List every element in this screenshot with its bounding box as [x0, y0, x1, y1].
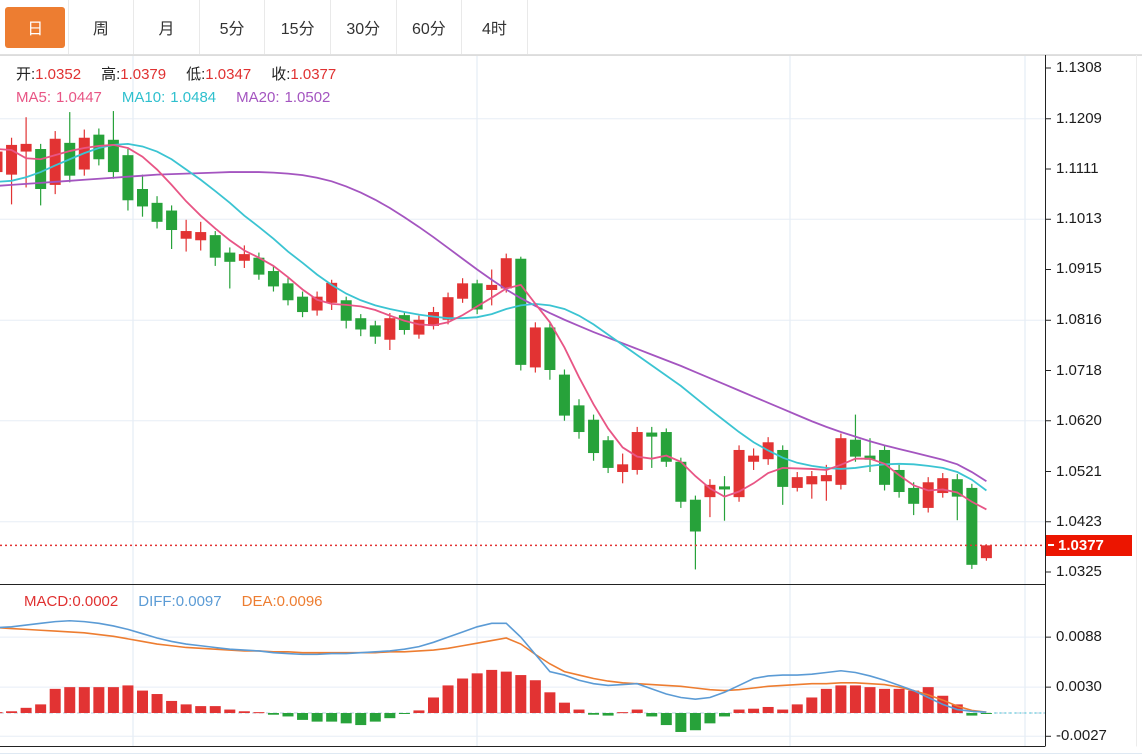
tab-week-label: 周 — [92, 21, 109, 38]
ma10-label: MA10: — [121, 89, 166, 106]
high-label: 高: — [101, 66, 121, 83]
axis-tick-label: 1.0423 — [1056, 512, 1102, 530]
tab-60min-label: 60分 — [411, 21, 446, 38]
open-value: 1.0352 — [35, 66, 82, 83]
axis-tick-label: 0.0030 — [1056, 678, 1102, 696]
ohlc-readout: 开:1.0352 高:1.0379 低:1.0347 收:1.0377 — [16, 63, 336, 84]
diff-value: 0.0097 — [175, 593, 222, 610]
ma5-label: MA5: — [16, 89, 52, 106]
ma20-value: 1.0502 — [284, 89, 331, 106]
axis-tick-label: 0.0088 — [1056, 628, 1102, 646]
low-value: 1.0347 — [205, 66, 252, 83]
low-label: 低: — [186, 66, 206, 83]
axis-tick-label: 1.0521 — [1056, 462, 1102, 480]
tab-4hour-label: 4时 — [482, 21, 507, 38]
tab-5min-label: 5分 — [219, 21, 245, 38]
last-price-value: 1.0377 — [1058, 536, 1104, 554]
tab-month[interactable]: 月 — [134, 0, 200, 54]
tab-week[interactable]: 周 — [69, 0, 135, 54]
axis-tick-label: 1.0325 — [1056, 563, 1102, 580]
axis-tick-label: 1.1013 — [1056, 210, 1102, 228]
axis-tick-label: 1.0718 — [1056, 361, 1102, 379]
axis-tick-label: 1.1209 — [1056, 109, 1102, 127]
macd-label: MACD: — [24, 593, 73, 610]
badge-tick-icon — [1048, 544, 1054, 547]
ma10-value: 1.0484 — [170, 89, 217, 106]
tab-15min-label: 15分 — [280, 21, 315, 38]
macd-value: 0.0002 — [72, 593, 119, 610]
ma5-value: 1.0447 — [56, 89, 102, 106]
axis-tick-label: 1.1308 — [1056, 59, 1102, 76]
ma20-label: MA20: — [236, 89, 280, 106]
close-value: 1.0377 — [290, 66, 337, 83]
tab-30min[interactable]: 30分 — [331, 0, 397, 54]
period-tabbar: 日 周 月 5分 15分 30分 60分 4时 — [0, 0, 1142, 55]
close-label: 收: — [271, 66, 291, 83]
tab-30min-label: 30分 — [346, 21, 381, 38]
axis-tick-label: -0.0027 — [1056, 727, 1107, 745]
ma-readout: MA5: 1.0447 MA10: 1.0484 MA20: 1.0502 — [16, 89, 330, 106]
open-label: 开: — [16, 66, 36, 83]
axis-tick-label: 1.0816 — [1056, 311, 1102, 329]
tab-15min[interactable]: 15分 — [265, 0, 331, 54]
last-price-badge: 1.0377 — [1046, 534, 1132, 556]
diff-label: DIFF: — [138, 593, 176, 610]
axis-tick-label: 1.0915 — [1056, 260, 1102, 278]
axis-tick-label: 1.1111 — [1056, 160, 1099, 177]
high-value: 1.0379 — [120, 66, 167, 83]
tab-4hour[interactable]: 4时 — [462, 0, 528, 54]
tab-day-label: 日 — [5, 6, 66, 48]
tab-5min[interactable]: 5分 — [200, 0, 266, 54]
dea-label: DEA: — [241, 593, 277, 610]
tab-day[interactable]: 日 — [3, 0, 69, 54]
macd-readout: MACD:0.0002 DIFF:0.0097 DEA:0.0096 — [24, 593, 323, 610]
tab-month-label: 月 — [158, 21, 175, 38]
axis-tick-label: 1.0620 — [1056, 411, 1102, 429]
tab-60min[interactable]: 60分 — [397, 0, 463, 54]
dea-value: 0.0096 — [276, 593, 323, 610]
